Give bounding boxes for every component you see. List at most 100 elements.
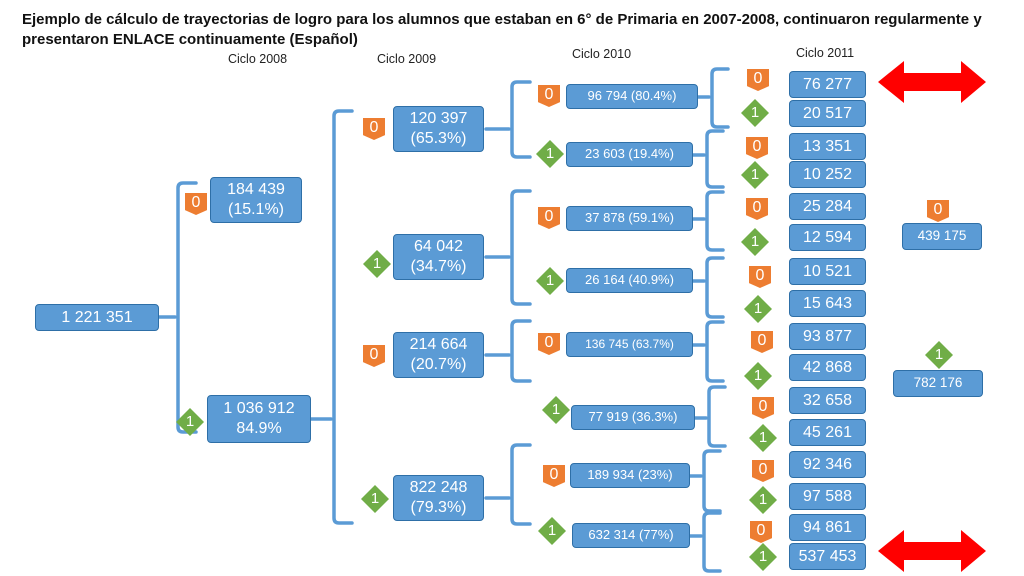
badge-zero: 0 bbox=[185, 193, 207, 215]
cycle-label-2011: Ciclo 2011 bbox=[796, 46, 855, 60]
badge-zero: 0 bbox=[538, 333, 560, 355]
node-value: 120 397 bbox=[409, 110, 468, 127]
badge-one: 1 bbox=[741, 161, 769, 189]
badge-zero: 0 bbox=[363, 118, 385, 140]
node-value: 10 521 bbox=[803, 262, 852, 280]
root-node: 1 221 351 bbox=[35, 304, 159, 331]
node-value: 15 643 bbox=[803, 294, 852, 312]
bracket-connector bbox=[309, 109, 354, 525]
badge-one: 1 bbox=[363, 250, 391, 278]
node-2010-6: 189 934 (23%) bbox=[570, 463, 690, 488]
node-2009-0: 120 397 (65.3%) bbox=[393, 106, 484, 152]
node-2010-2: 37 878 (59.1%) bbox=[566, 206, 693, 231]
badge-one: 1 bbox=[361, 485, 389, 513]
badge-one: 1 bbox=[744, 362, 772, 390]
bracket-connector bbox=[157, 181, 198, 434]
node-value: 93 877 bbox=[803, 327, 852, 345]
node-value: 12 594 bbox=[803, 228, 852, 246]
bracket-connector bbox=[693, 385, 727, 448]
node-2011-15: 537 453 bbox=[789, 543, 866, 570]
node-2011-14: 94 861 bbox=[789, 514, 866, 541]
bracket-connector bbox=[484, 319, 532, 383]
node-value: 822 248 bbox=[409, 479, 468, 496]
node-label: 37 878 (59.1%) bbox=[585, 210, 674, 226]
node-percent: (65.3%) bbox=[410, 130, 467, 147]
bracket-connector bbox=[484, 80, 532, 159]
badge-one: 1 bbox=[741, 99, 769, 127]
node-value: 537 453 bbox=[798, 547, 857, 565]
node-2011-9: 42 868 bbox=[789, 354, 866, 381]
badge-zero: 0 bbox=[747, 69, 769, 91]
node-2011-3: 10 252 bbox=[789, 161, 866, 188]
node-label: 632 314 (77%) bbox=[588, 527, 674, 543]
root-value: 1 221 351 bbox=[61, 308, 133, 326]
badge-zero: 0 bbox=[927, 200, 949, 222]
node-value: 1 036 912 bbox=[223, 400, 295, 417]
badge-zero: 0 bbox=[746, 137, 768, 159]
badge-one: 1 bbox=[741, 228, 769, 256]
node-2011-8: 93 877 bbox=[789, 323, 866, 350]
node-value: 92 346 bbox=[803, 455, 852, 473]
node-value: 20 517 bbox=[803, 104, 852, 122]
badge-one: 1 bbox=[536, 267, 564, 295]
bracket-connector bbox=[484, 189, 532, 306]
node-percent: (20.7%) bbox=[410, 356, 467, 373]
bracket-connector bbox=[691, 190, 725, 252]
node-value: 42 868 bbox=[803, 358, 852, 376]
node-2010-5: 77 919 (36.3%) bbox=[571, 405, 695, 430]
node-2011-0: 76 277 bbox=[789, 71, 866, 98]
total-zero: 439 175 bbox=[902, 223, 982, 250]
node-value: 32 658 bbox=[803, 391, 852, 409]
bracket-connector bbox=[691, 256, 725, 319]
badge-one: 1 bbox=[749, 424, 777, 452]
node-2010-1: 23 603 (19.4%) bbox=[566, 142, 693, 167]
node-value: 76 277 bbox=[803, 75, 852, 93]
node-2010-4: 136 745 (63.7%) bbox=[566, 332, 693, 357]
node-value: 25 284 bbox=[803, 197, 852, 215]
node-2009-2: 214 664 (20.7%) bbox=[393, 332, 484, 378]
node-value: 97 588 bbox=[803, 487, 852, 505]
total-value: 439 175 bbox=[917, 228, 967, 244]
badge-one: 1 bbox=[536, 140, 564, 168]
badge-zero: 0 bbox=[538, 207, 560, 229]
node-label: 26 164 (40.9%) bbox=[585, 272, 674, 288]
cycle-label-2010: Ciclo 2010 bbox=[572, 47, 632, 61]
node-label: 96 794 (80.4%) bbox=[587, 88, 677, 104]
node-label: 23 603 (19.4%) bbox=[585, 146, 674, 162]
badge-zero: 0 bbox=[363, 345, 385, 367]
badge-zero: 0 bbox=[543, 465, 565, 487]
node-2011-5: 12 594 bbox=[789, 224, 866, 251]
badge-zero: 0 bbox=[750, 521, 772, 543]
node-2009-3: 822 248 (79.3%) bbox=[393, 475, 484, 521]
badge-one: 1 bbox=[925, 341, 953, 369]
node-2008-0: 184 439 (15.1%) bbox=[210, 177, 302, 223]
node-value: 184 439 bbox=[227, 181, 285, 198]
badge-zero: 0 bbox=[538, 85, 560, 107]
badge-one: 1 bbox=[744, 295, 772, 323]
node-2011-1: 20 517 bbox=[789, 100, 866, 127]
node-percent: 84.9% bbox=[236, 420, 282, 437]
node-label: 189 934 (23%) bbox=[587, 467, 673, 483]
badge-zero: 0 bbox=[752, 460, 774, 482]
badge-zero: 0 bbox=[746, 198, 768, 220]
node-2009-1: 64 042 (34.7%) bbox=[393, 234, 484, 280]
node-label: 136 745 (63.7%) bbox=[585, 337, 674, 351]
node-value: 45 261 bbox=[803, 423, 852, 441]
node-label: 77 919 (36.3%) bbox=[588, 409, 678, 425]
badge-one: 1 bbox=[749, 543, 777, 571]
node-value: 94 861 bbox=[803, 518, 852, 536]
node-percent: (79.3%) bbox=[410, 499, 467, 516]
node-percent: (15.1%) bbox=[227, 201, 285, 218]
bracket-connector bbox=[688, 511, 722, 573]
badge-one: 1 bbox=[749, 486, 777, 514]
node-2011-6: 10 521 bbox=[789, 258, 866, 285]
node-2008-1: 1 036 912 84.9% bbox=[207, 395, 311, 443]
cycle-label-2008: Ciclo 2008 bbox=[228, 52, 288, 66]
node-2011-2: 13 351 bbox=[789, 133, 866, 160]
bracket-connector bbox=[688, 449, 722, 513]
badge-zero: 0 bbox=[749, 266, 771, 288]
node-percent: (34.7%) bbox=[410, 258, 467, 275]
node-value: 214 664 bbox=[409, 336, 468, 353]
